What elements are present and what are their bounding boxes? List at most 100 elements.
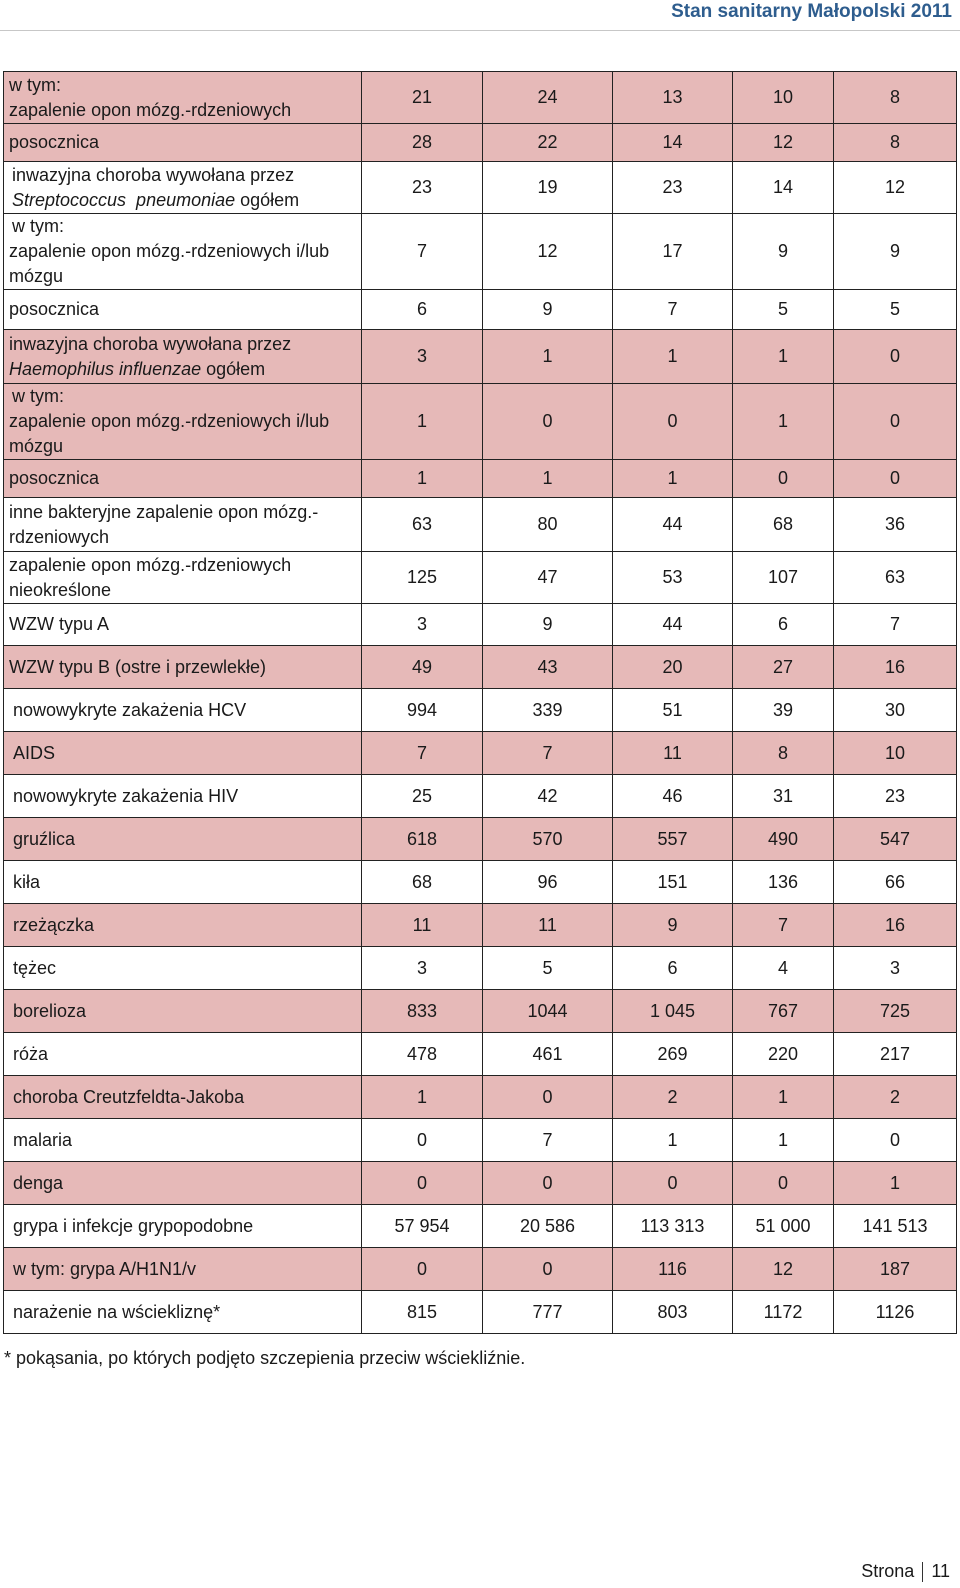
cell-value: 107	[732, 551, 834, 604]
cell-value: 7	[612, 289, 733, 330]
table-row: w tym: grypa A/H1N1/v 0 0 116 12 187	[3, 1247, 957, 1291]
cell-value: 1044	[482, 989, 613, 1033]
cell-value: 46	[612, 774, 733, 818]
cell-value: 9	[482, 603, 613, 646]
row-label: w tym: zapalenie opon mózg.-rdzeniowych …	[3, 213, 362, 290]
cell-value: 0	[833, 329, 957, 384]
row-label: posocznica	[3, 289, 362, 330]
cell-value: 7	[482, 1118, 613, 1162]
cell-value: 1	[482, 459, 613, 498]
cell-value: 0	[833, 459, 957, 498]
row-label: inne bakteryjne zapalenie opon mózg.- rd…	[3, 497, 362, 552]
cell-value: 1	[612, 329, 733, 384]
table-row: rzeżączka 11 11 9 7 16	[3, 903, 957, 947]
page-separator	[922, 1562, 924, 1582]
cell-value: 20	[612, 645, 733, 689]
italic-taxon: Haemophilus influenzae	[9, 358, 202, 379]
cell-value: 2	[833, 1075, 957, 1119]
table-row: kiła 68 96 151 136 66	[3, 860, 957, 904]
cell-value: 20 586	[482, 1204, 613, 1248]
cell-value: 1	[361, 383, 483, 460]
cell-value: 7	[361, 731, 483, 775]
cell-value: 9	[612, 903, 733, 947]
table-row: borelioza 833 1044 1 045 767 725	[3, 989, 957, 1033]
table-row: róża 478 461 269 220 217	[3, 1032, 957, 1076]
footnote: * pokąsania, po których podjęto szczepie…	[4, 1348, 526, 1368]
cell-value: 0	[612, 1161, 733, 1205]
cell-value: 9	[732, 213, 834, 290]
cell-value: 68	[361, 860, 483, 904]
row-label: inwazyjna choroba wywołana przez Haemoph…	[3, 329, 362, 384]
table-row: malaria 0 7 1 1 0	[3, 1118, 957, 1162]
cell-value: 1 045	[612, 989, 733, 1033]
cell-value: 0	[482, 1247, 613, 1291]
cell-value: 42	[482, 774, 613, 818]
cell-value: 125	[361, 551, 483, 604]
cell-value: 0	[833, 383, 957, 460]
cell-value: 5	[732, 289, 834, 330]
cell-value: 6	[361, 289, 483, 330]
cell-value: 11	[361, 903, 483, 947]
table-row: inne bakteryjne zapalenie opon mózg.- rd…	[3, 497, 957, 552]
table-row: WZW typu B (ostre i przewlekłe) 49 43 20…	[3, 645, 957, 689]
cell-value: 68	[732, 497, 834, 552]
cell-value: 7	[833, 603, 957, 646]
table-row: posocznica 1 1 1 0 0	[3, 459, 957, 498]
cell-value: 10	[833, 731, 957, 775]
cell-value: 339	[482, 688, 613, 732]
table-row: gruźlica 618 570 557 490 547	[3, 817, 957, 861]
cell-value: 1	[732, 1075, 834, 1119]
cell-value: 17	[612, 213, 733, 290]
cell-value: 8	[732, 731, 834, 775]
cell-value: 777	[482, 1290, 613, 1334]
cell-value: 4	[732, 946, 834, 990]
cell-value: 1172	[732, 1290, 834, 1334]
table-row: w tym: zapalenie opon mózg.-rdzeniowych …	[3, 213, 957, 290]
cell-value: 803	[612, 1290, 733, 1334]
cell-value: 47	[482, 551, 613, 604]
cell-value: 2	[612, 1075, 733, 1119]
cell-value: 9	[482, 289, 613, 330]
cell-value: 51	[612, 688, 733, 732]
row-label: zapalenie opon mózg.-rdzeniowych nieokre…	[3, 551, 362, 604]
cell-value: 12	[482, 213, 613, 290]
cell-value: 0	[361, 1247, 483, 1291]
italic-taxon: Streptococcus pneumoniae	[12, 189, 236, 210]
cell-value: 1	[732, 1118, 834, 1162]
cell-value: 10	[732, 71, 834, 124]
cell-value: 0	[482, 1161, 613, 1205]
cell-value: 49	[361, 645, 483, 689]
cell-value: 217	[833, 1032, 957, 1076]
table-row: posocznica 6 9 7 5 5	[3, 289, 957, 330]
cell-value: 570	[482, 817, 613, 861]
cell-value: 12	[833, 161, 957, 214]
running-header: Stan sanitarny Małopolski 2011	[671, 1, 952, 22]
row-label: kiła	[3, 860, 362, 904]
cell-value: 12	[732, 1247, 834, 1291]
row-label: malaria	[3, 1118, 362, 1162]
page-label: Strona	[861, 1560, 915, 1581]
cell-value: 547	[833, 817, 957, 861]
cell-value: 1	[361, 459, 483, 498]
table-row: tężec 3 5 6 4 3	[3, 946, 957, 990]
cell-value: 23	[361, 161, 483, 214]
cell-value: 63	[833, 551, 957, 604]
table-row: zapalenie opon mózg.-rdzeniowych nieokre…	[3, 551, 957, 604]
cell-value: 0	[732, 1161, 834, 1205]
row-label: borelioza	[3, 989, 362, 1033]
table-row: narażenie na wściekliznę* 815 777 803 11…	[3, 1290, 957, 1334]
cell-value: 1126	[833, 1290, 957, 1334]
table-row: WZW typu A 3 9 44 6 7	[3, 603, 957, 646]
cell-value: 1	[612, 459, 733, 498]
cell-value: 0	[833, 1118, 957, 1162]
row-label: AIDS	[3, 731, 362, 775]
cell-value: 23	[833, 774, 957, 818]
cell-value: 43	[482, 645, 613, 689]
cell-value: 0	[732, 459, 834, 498]
cell-value: 1	[833, 1161, 957, 1205]
cell-value: 6	[612, 946, 733, 990]
cell-value: 53	[612, 551, 733, 604]
cell-value: 725	[833, 989, 957, 1033]
table-row: denga 0 0 0 0 1	[3, 1161, 957, 1205]
cell-value: 57 954	[361, 1204, 483, 1248]
